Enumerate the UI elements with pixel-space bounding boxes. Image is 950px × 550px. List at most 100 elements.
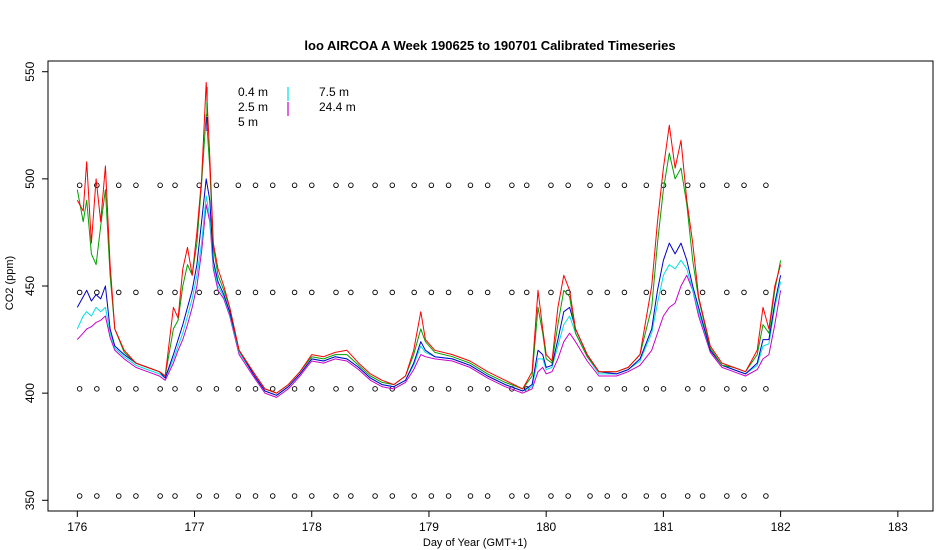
calibration-point — [484, 386, 491, 392]
calibration-point — [523, 182, 530, 189]
calibration-point — [252, 182, 259, 189]
calibration-point — [235, 493, 242, 499]
chart-title: loo AIRCOA A Week 190625 to 190701 Calib… — [304, 38, 675, 53]
x-tick-label: 177 — [185, 520, 205, 534]
calibration-point — [445, 386, 452, 392]
calibration-point — [291, 289, 298, 296]
calibration-point — [291, 493, 298, 499]
calibration-point — [699, 289, 706, 296]
calibration-point — [133, 386, 139, 392]
series-line-5-m — [76, 178, 782, 396]
calibration-point — [484, 289, 491, 296]
calibration-point — [604, 386, 610, 392]
calibration-point — [643, 182, 650, 189]
calibration-point — [548, 493, 554, 499]
calibration-point — [684, 386, 691, 392]
calibration-point — [484, 493, 491, 499]
calibration-point — [621, 386, 628, 392]
calibration-point — [76, 493, 83, 499]
calibration-point — [684, 289, 691, 296]
calibration-point — [741, 182, 747, 189]
calibration-point — [76, 182, 83, 189]
legend-label: 5 m — [238, 115, 258, 129]
calibration-point — [724, 182, 730, 189]
calibration-point — [484, 182, 491, 189]
calibration-point — [724, 493, 730, 499]
calibration-point — [587, 182, 593, 189]
calibration-point — [157, 182, 163, 189]
calibration-point — [763, 493, 769, 499]
series-line-24-4-m — [76, 204, 782, 398]
x-tick-label: 181 — [653, 520, 673, 534]
calibration-point — [157, 289, 163, 296]
calibration-point — [428, 182, 435, 189]
calibration-point — [94, 386, 100, 392]
calibration-point — [763, 386, 769, 392]
calibration-point — [699, 182, 706, 189]
calibration-point — [372, 493, 378, 499]
calibration-point — [411, 386, 417, 392]
calibration-point — [587, 493, 593, 499]
calibration-point — [269, 493, 276, 499]
calibration-point — [699, 493, 706, 499]
legend-label: 7.5 m — [319, 85, 349, 99]
calibration-point — [269, 386, 276, 392]
calibration-point — [252, 386, 259, 392]
calibration-point — [660, 289, 667, 296]
calibration-point — [445, 182, 452, 189]
x-axis: 176 177 178 179 180 181 182 183 — [67, 511, 908, 534]
legend: 0.4 m2.5 m5 m 7.5 m24.4 m — [206, 85, 356, 131]
calibration-point — [741, 386, 747, 392]
calibration-point — [309, 182, 315, 189]
calibration-point — [741, 289, 747, 296]
calibration-point — [467, 493, 474, 499]
calibration-point — [269, 289, 276, 296]
calibration-point — [115, 289, 122, 296]
calibration-point — [348, 493, 354, 499]
calibration-point — [115, 493, 122, 499]
calibration-point — [333, 386, 339, 392]
calibration-point — [291, 386, 298, 392]
y-tick-label: 400 — [23, 383, 37, 403]
calibration-point — [372, 289, 378, 296]
calibration-point — [133, 493, 139, 499]
calibration-point — [252, 289, 259, 296]
calibration-point — [213, 493, 220, 499]
calibration-point — [523, 493, 530, 499]
calibration-point — [428, 386, 435, 392]
calibration-point — [411, 182, 417, 189]
calibration-point — [172, 182, 178, 189]
calibration-point — [94, 493, 100, 499]
calibration-point — [333, 182, 339, 189]
x-tick-label: 179 — [419, 520, 439, 534]
calibration-point — [213, 289, 220, 296]
calibration-point — [309, 289, 315, 296]
calibration-point — [76, 289, 83, 296]
calibration-point — [699, 386, 706, 392]
calibration-point — [724, 289, 730, 296]
calibration-point — [196, 289, 202, 296]
calibration-point — [548, 289, 554, 296]
calibration-point — [741, 493, 747, 499]
calibration-point — [115, 386, 122, 392]
y-axis: 350 400 450 500 550 — [23, 61, 48, 510]
series-line-0-4-m — [76, 81, 782, 394]
calibration-point — [643, 289, 650, 296]
calibration-point — [333, 493, 339, 499]
calibration-point — [467, 289, 474, 296]
calibration-point — [157, 493, 163, 499]
calibration-point — [76, 386, 83, 392]
legend-label: 2.5 m — [238, 100, 268, 114]
calibration-point — [235, 182, 242, 189]
calibration-point — [621, 289, 628, 296]
calibration-point — [348, 182, 354, 189]
calibration-points — [76, 182, 769, 499]
calibration-point — [172, 289, 178, 296]
y-axis-label: CO2 (ppm) — [4, 256, 16, 310]
calibration-point — [411, 289, 417, 296]
calibration-point — [133, 289, 139, 296]
calibration-point — [565, 182, 571, 189]
y-tick-label: 350 — [23, 490, 37, 510]
